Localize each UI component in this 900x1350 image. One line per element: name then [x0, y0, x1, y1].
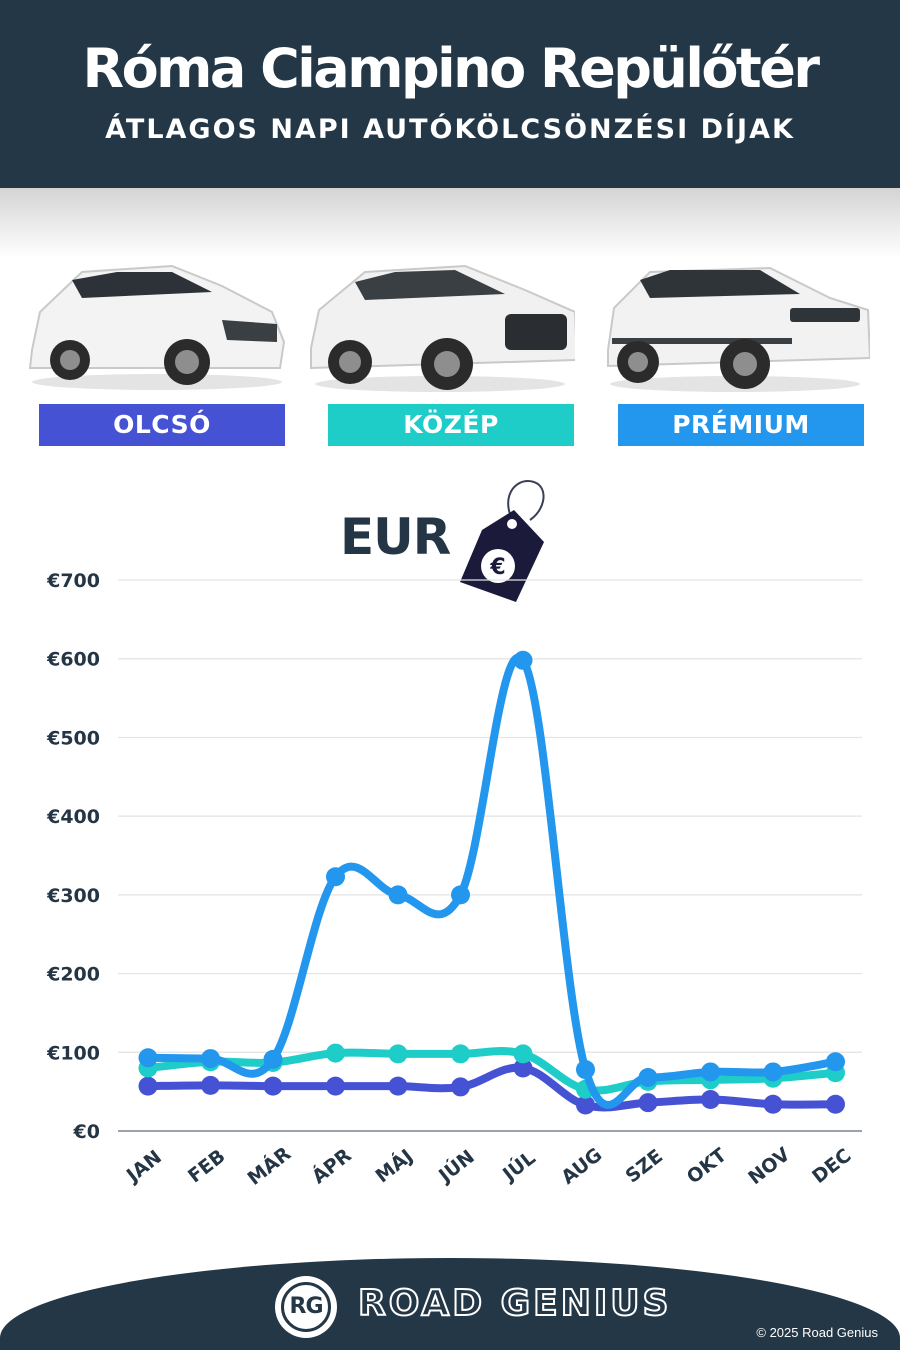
data-point-series-2: [138, 1048, 158, 1068]
data-point-series-0: [263, 1076, 283, 1096]
series-line-2: [144, 653, 840, 1109]
data-point-series-0: [826, 1094, 845, 1114]
hatchback-car-icon: [28, 264, 286, 390]
y-tick-label: €700: [46, 570, 100, 592]
x-tick-label: JÚL: [496, 1145, 540, 1186]
currency-label: EUR: [340, 508, 451, 566]
data-point-series-1: [388, 1044, 408, 1064]
data-point-series-1: [326, 1043, 345, 1063]
y-tick-label: €500: [46, 727, 100, 749]
data-point-series-0: [513, 1058, 533, 1078]
page-subtitle: ÁTLAGOS NAPI AUTÓKÖLCSÖNZÉSI DÍJAK: [105, 114, 795, 145]
price-tag-icon: €: [460, 479, 545, 602]
data-point-series-0: [763, 1094, 783, 1114]
data-point-series-0: [638, 1093, 658, 1113]
data-point-series-2: [451, 885, 470, 905]
x-tick-label: MÁR: [243, 1142, 295, 1190]
header: Róma Ciampino Repülőtér ÁTLAGOS NAPI AUT…: [0, 0, 900, 188]
data-point-series-2: [263, 1049, 283, 1069]
category-badge-olcso: OLCSÓ: [39, 404, 285, 446]
data-point-series-2: [576, 1060, 595, 1080]
suv-car-icon: [310, 264, 575, 392]
data-point-series-2: [388, 885, 408, 905]
x-tick-label: MÁJ: [371, 1144, 417, 1187]
data-point-series-1: [451, 1044, 470, 1064]
data-point-series-2: [701, 1062, 720, 1082]
y-tick-label: €300: [46, 885, 100, 907]
copyright: © 2025 Road Genius: [756, 1325, 878, 1340]
x-tick-label: NOV: [744, 1143, 794, 1189]
x-tick-label: DEC: [808, 1144, 855, 1188]
data-point-series-0: [576, 1095, 595, 1115]
x-tick-label: OKT: [683, 1144, 731, 1188]
line-chart: €0 €100 €200 €300 €400 €500 €600 €700 JAN FEB MÁR Á…: [46, 570, 862, 1190]
data-point-series-2: [763, 1062, 783, 1082]
y-tick-label: €200: [46, 964, 100, 986]
x-tick-label: SZE: [622, 1145, 667, 1187]
y-tick-label: €0: [73, 1121, 100, 1143]
y-tick-label: €100: [46, 1042, 100, 1064]
y-tick-label: €400: [46, 806, 100, 828]
x-tick-label: JAN: [121, 1146, 166, 1188]
page-title: Róma Ciampino Repülőtér: [82, 37, 820, 100]
data-point-series-2: [513, 650, 533, 670]
data-point-series-0: [201, 1075, 220, 1095]
data-point-series-1: [513, 1044, 533, 1064]
data-point-series-2: [826, 1052, 845, 1072]
category-badge-kozep: KÖZÉP: [328, 404, 574, 446]
category-badge-premium: PRÉMIUM: [618, 404, 864, 446]
y-tick-label: €600: [46, 649, 100, 671]
data-point-series-0: [701, 1090, 720, 1110]
data-point-series-0: [388, 1076, 408, 1096]
data-point-series-0: [326, 1076, 345, 1096]
brand-name: ROAD GENIUS: [357, 1282, 672, 1325]
x-tick-label: JÚN: [432, 1144, 479, 1188]
data-point-series-0: [138, 1076, 158, 1096]
x-tick-label: AUG: [557, 1144, 606, 1189]
data-point-series-2: [201, 1049, 220, 1069]
x-tick-label: ÁPR: [307, 1143, 356, 1188]
x-tick-label: FEB: [184, 1145, 229, 1187]
euro-symbol: €: [489, 555, 505, 580]
header-shadow: [0, 188, 900, 258]
premium-suv-car-icon: [607, 266, 870, 392]
data-point-series-0: [451, 1077, 470, 1097]
logo-icon: RG: [281, 1282, 331, 1332]
data-point-series-2: [638, 1067, 658, 1087]
data-point-series-2: [326, 867, 345, 887]
